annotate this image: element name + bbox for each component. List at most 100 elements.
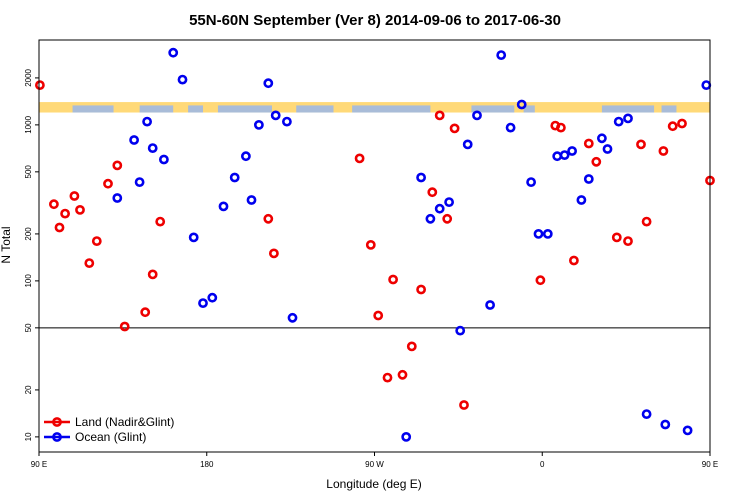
land-point (569, 255, 579, 266)
x-tick-label: 180 (200, 460, 214, 469)
land-point (641, 216, 652, 227)
land-point (49, 199, 59, 210)
ocean-point (287, 312, 298, 323)
ocean-point (583, 174, 594, 184)
map-ocean (296, 105, 334, 113)
map-ocean (471, 105, 515, 113)
legend: Land (Nadir&Glint) Ocean (Glint) (44, 415, 174, 444)
map-ocean (523, 105, 535, 113)
legend-land-marker (52, 417, 62, 427)
x-tick-label: 90 E (702, 460, 718, 469)
land-point (365, 239, 376, 250)
ocean-point (516, 99, 527, 110)
ocean-point (218, 201, 229, 212)
land-point (636, 139, 646, 150)
land-point (263, 213, 274, 224)
land-point (442, 213, 453, 224)
land-point (103, 178, 113, 189)
y-tick-label: 20 (24, 385, 33, 394)
map-ocean (352, 105, 431, 113)
ocean-point (462, 139, 473, 150)
land-point (75, 204, 85, 215)
land-point (658, 146, 669, 156)
ocean-point (472, 110, 482, 121)
land-point (91, 236, 102, 246)
ocean-point (207, 292, 218, 303)
land-point (382, 372, 393, 383)
y-tick-label: 10 (24, 432, 33, 441)
ocean-point (263, 78, 274, 89)
ocean-point (701, 80, 712, 90)
ocean-point (112, 193, 123, 203)
y-tick-label: 2000 (24, 68, 33, 86)
land-point (60, 208, 70, 219)
land-point (373, 310, 384, 321)
ocean-point (425, 213, 436, 224)
chart-title: 55N-60N September (Ver 8) 2014-09-06 to … (189, 12, 561, 29)
y-tick-label: 100 (24, 274, 33, 288)
ocean-point (505, 122, 516, 133)
ocean-point (623, 113, 633, 124)
land-point (556, 122, 566, 133)
ocean-point (168, 47, 179, 58)
y-tick-label: 1000 (24, 115, 33, 133)
ocean-point (281, 116, 292, 127)
ocean-point (142, 116, 152, 127)
land-point (427, 187, 438, 198)
land-series (35, 80, 715, 410)
map-ocean (661, 105, 677, 113)
land-point (434, 110, 445, 121)
ocean-point (567, 146, 577, 156)
ocean-point (253, 120, 264, 130)
ocean-point (229, 172, 240, 183)
map-ocean (601, 105, 655, 113)
land-point (140, 307, 151, 318)
ocean-point (641, 409, 652, 419)
x-axis: 90 E 180 90 W 0 90 E (31, 452, 718, 469)
land-point (416, 284, 426, 295)
legend-ocean-marker (52, 432, 62, 442)
legend-land-label: Land (Nadir&Glint) (75, 415, 174, 429)
map-ocean (188, 105, 204, 113)
land-point (354, 153, 365, 164)
ocean-point (559, 150, 570, 160)
land-point (459, 400, 469, 410)
ocean-point (188, 232, 199, 243)
land-point (69, 191, 80, 201)
ocean-point (526, 177, 536, 187)
ocean-point (416, 172, 426, 183)
ocean-point (129, 135, 139, 145)
land-point (119, 321, 130, 332)
ocean-point (496, 50, 507, 60)
x-tick-label: 90 W (365, 460, 384, 469)
land-point (406, 341, 417, 352)
x-tick-label: 0 (540, 460, 545, 469)
land-point (397, 369, 408, 380)
ocean-point (240, 151, 251, 162)
ocean-point (542, 228, 553, 239)
ocean-point (134, 177, 145, 187)
ocean-point (613, 116, 624, 127)
y-tick-label: 500 (24, 165, 33, 179)
land-point (112, 160, 123, 171)
land-point (147, 269, 158, 280)
ocean-point (401, 431, 412, 442)
land-point (583, 138, 594, 149)
land-point (268, 248, 279, 259)
ocean-series (112, 47, 712, 442)
ocean-point (198, 298, 208, 308)
y-tick-label: 50 (24, 323, 33, 332)
world-map-strip (39, 102, 710, 113)
land-point (388, 274, 398, 285)
land-point (449, 123, 460, 134)
ocean-point (158, 154, 169, 165)
ocean-point (444, 197, 454, 207)
ocean-point (576, 195, 587, 205)
ocean-point (552, 151, 563, 162)
land-point (155, 216, 166, 227)
land-point (677, 118, 687, 129)
ocean-point (147, 143, 158, 153)
land-point (54, 222, 65, 233)
ocean-point (597, 133, 607, 144)
